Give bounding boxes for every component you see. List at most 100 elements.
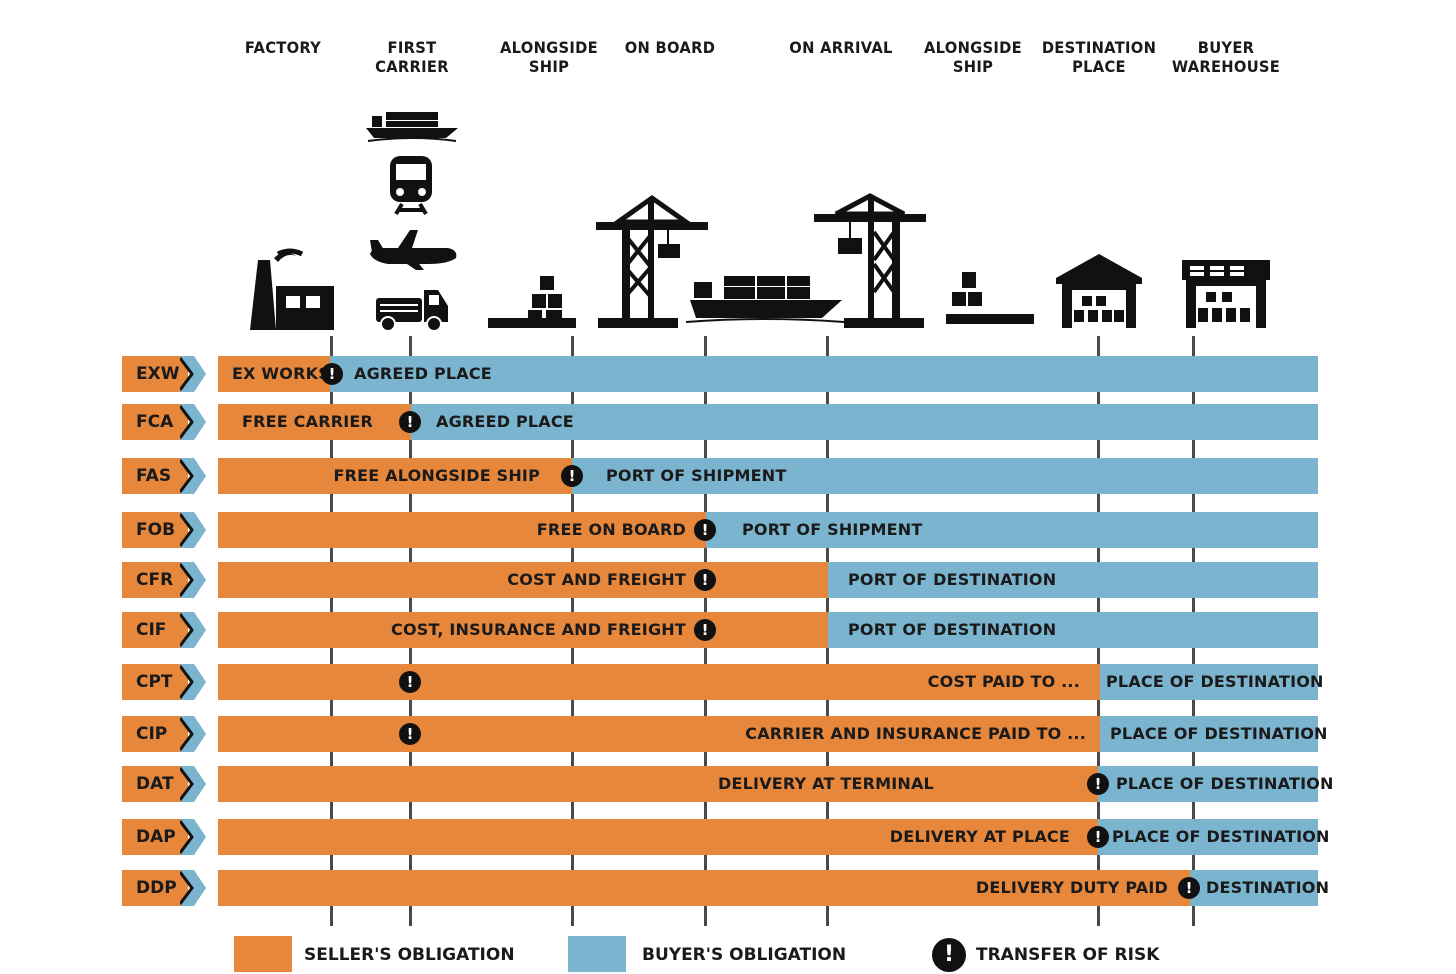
seller-obligation-bar bbox=[218, 512, 706, 548]
seller-term-label: COST AND FREIGHT bbox=[507, 570, 686, 589]
incoterm-code: EXW bbox=[122, 356, 188, 392]
buyer-place-label: DESTINATION bbox=[1206, 878, 1330, 897]
chevron-right-icon bbox=[180, 458, 206, 494]
stage-label-on-arrival: ON ARRIVAL bbox=[789, 38, 893, 57]
seller-obligation-bar bbox=[218, 404, 411, 440]
risk-transfer-icon: ! bbox=[694, 619, 716, 641]
seller-obligation-bar bbox=[218, 766, 1098, 802]
incoterm-row-exw: EXW EX WORKS AGREED PLACE! bbox=[122, 356, 1318, 392]
legend-buyer-label: BUYER'S OBLIGATION bbox=[642, 945, 847, 965]
crane-icon bbox=[814, 193, 926, 328]
buyer-obligation-bar bbox=[828, 612, 1318, 648]
stage-label-destination-place: DESTINATION PLACE bbox=[1041, 38, 1157, 76]
risk-transfer-icon: ! bbox=[399, 723, 421, 745]
factory-icon bbox=[250, 248, 334, 330]
buyer-place-label: PORT OF DESTINATION bbox=[848, 620, 1057, 639]
buyer-obligation-bar bbox=[411, 404, 1318, 440]
incoterm-row-fob: FOB FREE ON BOARD PORT OF SHIPMENT! bbox=[122, 512, 1318, 548]
buyer-obligation-bar bbox=[1098, 819, 1318, 855]
legend-risk-icon: ! bbox=[932, 938, 966, 972]
incoterm-code: DAP bbox=[122, 819, 188, 855]
chevron-right-icon bbox=[180, 404, 206, 440]
chevron-right-icon bbox=[180, 819, 206, 855]
seller-obligation-bar bbox=[218, 819, 1098, 855]
stage-label-first-carrier: FIRST CARRIER bbox=[375, 38, 449, 76]
seller-term-label: EX WORKS bbox=[232, 364, 330, 383]
seller-term-label: DELIVERY DUTY PAID bbox=[975, 878, 1168, 897]
chevron-right-icon bbox=[180, 870, 206, 906]
buyer-place-label: PORT OF SHIPMENT bbox=[742, 520, 923, 539]
seller-term-label: FREE CARRIER bbox=[242, 412, 374, 431]
chevron-right-icon bbox=[180, 512, 206, 548]
buyer-place-label: PORT OF DESTINATION bbox=[848, 570, 1057, 589]
stage-label-alongside-ship-destination: ALONGSIDE SHIP bbox=[923, 38, 1023, 76]
seller-term-label: COST PAID TO ... bbox=[927, 672, 1080, 691]
legend-risk-label: TRANSFER OF RISK bbox=[976, 945, 1160, 965]
chevron-right-icon bbox=[180, 562, 206, 598]
seller-term-label: CARRIER AND INSURANCE PAID TO ... bbox=[745, 724, 1086, 743]
seller-term-label: FREE ON BOARD bbox=[536, 520, 686, 539]
incoterm-row-dap: DAP DELIVERY AT PLACE PLACE OF DESTINATION… bbox=[122, 819, 1329, 855]
pallet-icon bbox=[488, 276, 576, 328]
incoterm-code: CFR bbox=[122, 562, 188, 598]
risk-transfer-icon: ! bbox=[399, 671, 421, 693]
incoterm-row-cip: CIP CARRIER AND INSURANCE PAID TO ... PLAC… bbox=[122, 716, 1327, 752]
chevron-right-icon bbox=[180, 664, 206, 700]
seller-term-label: COST, INSURANCE AND FREIGHT bbox=[391, 620, 686, 639]
risk-transfer-icon: ! bbox=[1087, 773, 1109, 795]
seller-obligation-bar bbox=[218, 562, 828, 598]
chevron-right-icon bbox=[180, 766, 206, 802]
incoterm-row-fca: FCA FREE CARRIER AGREED PLACE! bbox=[122, 404, 1318, 440]
buyer-place-label: PLACE OF DESTINATION bbox=[1106, 672, 1324, 691]
buyer-place-label: PLACE OF DESTINATION bbox=[1116, 774, 1334, 793]
seller-obligation-bar bbox=[218, 458, 572, 494]
cargo-ship-icon bbox=[366, 112, 458, 142]
stage-label-alongside-ship: ALONGSIDE SHIP bbox=[499, 38, 599, 76]
warehouse-icon bbox=[1056, 254, 1142, 328]
incoterm-row-dat: DAT DELIVERY AT TERMINAL PLACE OF DESTINAT… bbox=[122, 766, 1333, 802]
legend-seller-label: SELLER'S OBLIGATION bbox=[304, 945, 515, 965]
buyer-obligation-bar bbox=[330, 356, 1318, 392]
buyer-place-label: PORT OF SHIPMENT bbox=[606, 466, 787, 485]
risk-transfer-icon: ! bbox=[321, 363, 343, 385]
seller-obligation-bar bbox=[218, 870, 1190, 906]
risk-transfer-icon: ! bbox=[1178, 877, 1200, 899]
risk-transfer-icon: ! bbox=[694, 519, 716, 541]
container-ship-icon bbox=[685, 276, 845, 323]
buyer-place-label: AGREED PLACE bbox=[354, 364, 492, 383]
buyer-obligation-bar bbox=[1100, 716, 1318, 752]
seller-term-label: FREE ALONGSIDE SHIP bbox=[333, 466, 540, 485]
seller-obligation-bar bbox=[218, 716, 1100, 752]
airplane-icon bbox=[370, 230, 457, 270]
buyer-obligation-bar bbox=[1100, 664, 1318, 700]
seller-term-label: DELIVERY AT PLACE bbox=[889, 827, 1070, 846]
crane-icon bbox=[596, 194, 708, 328]
risk-transfer-icon: ! bbox=[561, 465, 583, 487]
incoterm-code: CIP bbox=[122, 716, 188, 752]
incoterm-code: FCA bbox=[122, 404, 188, 440]
buyer-obligation-bar bbox=[1190, 870, 1318, 906]
incoterm-code: FOB bbox=[122, 512, 188, 548]
incoterm-code: FAS bbox=[122, 458, 188, 494]
stage-label-on-board: ON BOARD bbox=[624, 38, 716, 57]
buyer-obligation-bar bbox=[1098, 766, 1318, 802]
buyer-place-label: PLACE OF DESTINATION bbox=[1110, 724, 1328, 743]
chevron-right-icon bbox=[180, 356, 206, 392]
buyer-obligation-bar bbox=[572, 458, 1318, 494]
stage-label-buyer-warehouse: BUYER WAREHOUSE bbox=[1171, 38, 1281, 76]
incoterm-code: DDP bbox=[122, 870, 188, 906]
warehouse-icon bbox=[1182, 260, 1270, 328]
risk-transfer-icon: ! bbox=[1087, 826, 1109, 848]
incoterm-code: DAT bbox=[122, 766, 188, 802]
risk-transfer-icon: ! bbox=[694, 569, 716, 591]
seller-term-label: DELIVERY AT TERMINAL bbox=[718, 774, 934, 793]
truck-icon bbox=[376, 290, 448, 332]
legend-buyer-swatch bbox=[568, 936, 626, 972]
stage-label-factory: FACTORY bbox=[244, 38, 322, 57]
pallet-icon bbox=[946, 272, 1034, 324]
risk-transfer-icon: ! bbox=[399, 411, 421, 433]
seller-obligation-bar bbox=[218, 612, 828, 648]
incoterm-row-cfr: CFR COST AND FREIGHT PORT OF DESTINATION! bbox=[122, 562, 1318, 598]
legend-seller-swatch bbox=[234, 936, 292, 972]
incoterm-row-cif: CIF COST, INSURANCE AND FREIGHT PORT OF DE… bbox=[122, 612, 1318, 648]
